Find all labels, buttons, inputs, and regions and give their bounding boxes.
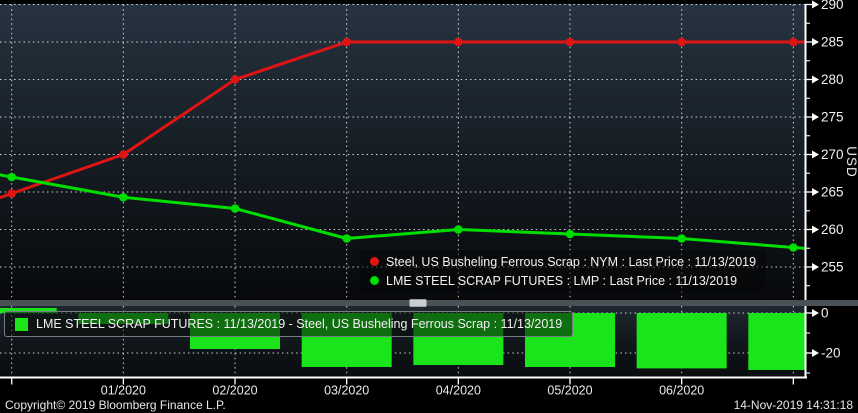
green-series-marker-icon	[370, 276, 379, 285]
data-point-marker[interactable]	[119, 192, 128, 202]
legend-item-lme[interactable]: LME STEEL SCRAP FUTURES : LMP : Last Pri…	[370, 272, 756, 289]
y-axis-label: 265	[821, 185, 844, 200]
data-point-marker[interactable]	[789, 243, 798, 252]
data-point-marker[interactable]	[230, 204, 240, 213]
spread-bar[interactable]	[636, 313, 727, 369]
legend-label-busheling: Steel, US Busheling Ferrous Scrap : NYM …	[386, 254, 757, 269]
data-point-marker[interactable]	[454, 37, 463, 47]
y-axis-label: -20	[821, 346, 841, 361]
green-bar-swatch-icon	[15, 317, 28, 331]
legend-label-lme: LME STEEL SCRAP FUTURES : LMP : Last Pri…	[386, 273, 738, 288]
lme-price-line[interactable]	[0, 173, 805, 250]
spread-legend-label: LME STEEL SCRAP FUTURES : 11/13/2019 - S…	[36, 317, 563, 331]
spread-bar[interactable]	[748, 313, 838, 370]
tick-arrow-icon	[812, 349, 819, 357]
y-axis-label: 270	[821, 147, 844, 162]
data-point-marker[interactable]	[454, 225, 463, 234]
data-point-marker[interactable]	[230, 75, 240, 84]
y-axis-label: 285	[821, 35, 844, 50]
x-axis-label: 01/2020	[101, 384, 146, 398]
y-axis-label: 290	[821, 0, 844, 12]
copyright-text: Copyright© 2019 Bloomberg Finance L.P.	[5, 397, 226, 412]
tick-arrow-icon	[812, 188, 819, 196]
spread-legend[interactable]: LME STEEL SCRAP FUTURES : 11/13/2019 - S…	[4, 311, 574, 337]
y-axis-label: 0	[821, 306, 829, 321]
data-point-marker[interactable]	[119, 150, 128, 159]
data-point-marker[interactable]	[7, 189, 16, 198]
x-axis-label: 05/2020	[547, 384, 592, 398]
y-axis-title: USD	[844, 146, 858, 178]
x-axis-label: 04/2020	[436, 384, 481, 398]
x-axis-label: 02/2020	[212, 384, 257, 398]
timestamp-text: 14-Nov-2019 14:31:18	[733, 397, 853, 412]
tick-arrow-icon	[812, 38, 819, 46]
data-point-marker[interactable]	[789, 37, 798, 47]
busheling-price-line[interactable]	[0, 40, 805, 200]
tick-arrow-icon	[812, 263, 819, 271]
spread-bar[interactable]	[0, 308, 57, 313]
tick-arrow-icon	[812, 309, 819, 317]
tick-arrow-icon	[812, 75, 819, 84]
y-axis-label: 260	[821, 222, 844, 237]
divider-grip-icon[interactable]	[409, 299, 427, 307]
y-axis-label: 280	[821, 72, 844, 87]
data-point-marker[interactable]	[677, 234, 686, 243]
data-point-marker[interactable]	[7, 172, 16, 182]
tick-arrow-icon	[812, 150, 819, 159]
panel-divider[interactable]	[0, 300, 858, 306]
price-legend[interactable]: Steel, US Busheling Ferrous Scrap : NYM …	[360, 250, 767, 293]
tick-arrow-icon	[812, 0, 819, 9]
x-axis-label: 06/2020	[659, 384, 704, 398]
footer-bar: Copyright© 2019 Bloomberg Finance L.P. 1…	[0, 396, 858, 413]
tick-arrow-icon	[812, 225, 819, 234]
x-axis-label: 03/2020	[324, 384, 369, 398]
data-point-marker[interactable]	[565, 37, 575, 47]
tick-arrow-icon	[812, 113, 819, 121]
data-point-marker[interactable]	[565, 229, 575, 239]
data-point-marker[interactable]	[342, 37, 351, 47]
legend-item-busheling[interactable]: Steel, US Busheling Ferrous Scrap : NYM …	[370, 253, 756, 270]
y-axis-label: 255	[821, 260, 844, 275]
data-point-marker[interactable]	[342, 234, 351, 243]
data-point-marker[interactable]	[677, 37, 686, 47]
y-axis-label: 275	[821, 110, 844, 125]
red-series-marker-icon	[370, 257, 379, 266]
